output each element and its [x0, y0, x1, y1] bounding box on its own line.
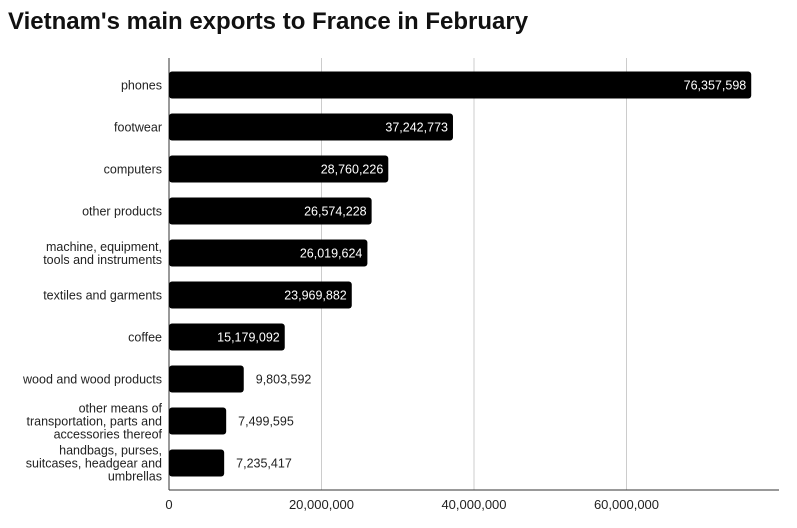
data-label: 15,179,092 — [217, 331, 280, 345]
bar — [169, 407, 227, 435]
bar — [169, 365, 244, 393]
bar — [169, 197, 372, 225]
x-tick-label: 40,000,000 — [441, 497, 506, 512]
data-label: 7,235,417 — [236, 457, 292, 471]
category-label: footwear — [114, 121, 162, 135]
bar — [169, 113, 453, 141]
category-labels: phones footwear computers other products mac… — [22, 79, 163, 484]
category-label: transportation, parts and — [27, 415, 163, 429]
category-label: textiles and garments — [43, 289, 162, 303]
data-label: 28,760,226 — [321, 163, 384, 177]
x-tick-labels: 0 20,000,000 40,000,000 60,000,000 — [165, 497, 659, 512]
category-label: accessories thereof — [54, 428, 163, 442]
category-label: coffee — [128, 331, 162, 345]
category-label: other products — [82, 205, 162, 219]
bar — [169, 449, 225, 477]
data-label: 37,242,773 — [385, 121, 448, 135]
data-label: 23,969,882 — [284, 289, 347, 303]
category-label: handbags, purses, — [59, 444, 162, 458]
category-label: wood and wood products — [22, 373, 162, 387]
category-label: phones — [121, 79, 162, 93]
category-label: machine, equipment, — [46, 240, 162, 254]
data-label: 76,357,598 — [684, 79, 747, 93]
data-label: 7,499,595 — [238, 415, 294, 429]
category-label: other means of — [79, 402, 163, 416]
chart-title: Vietnam's main exports to France in Febr… — [8, 8, 529, 35]
category-label: umbrellas — [108, 470, 162, 484]
bar — [169, 281, 352, 309]
data-label: 9,803,592 — [256, 373, 312, 387]
category-label: computers — [104, 163, 162, 177]
x-tick-label: 0 — [165, 497, 172, 512]
bar — [169, 239, 368, 267]
data-label: 26,574,228 — [304, 205, 367, 219]
data-label: 26,019,624 — [300, 247, 363, 261]
bar — [169, 71, 752, 99]
bars-group: 76,357,598 37,242,773 28,760,226 26,574,228… — [169, 71, 752, 477]
bar — [169, 323, 285, 351]
x-tick-label: 20,000,000 — [289, 497, 354, 512]
x-tick-label: 60,000,000 — [594, 497, 659, 512]
bar — [169, 155, 389, 183]
category-label: tools and instruments — [43, 253, 162, 267]
category-label: suitcases, headgear and — [26, 457, 162, 471]
